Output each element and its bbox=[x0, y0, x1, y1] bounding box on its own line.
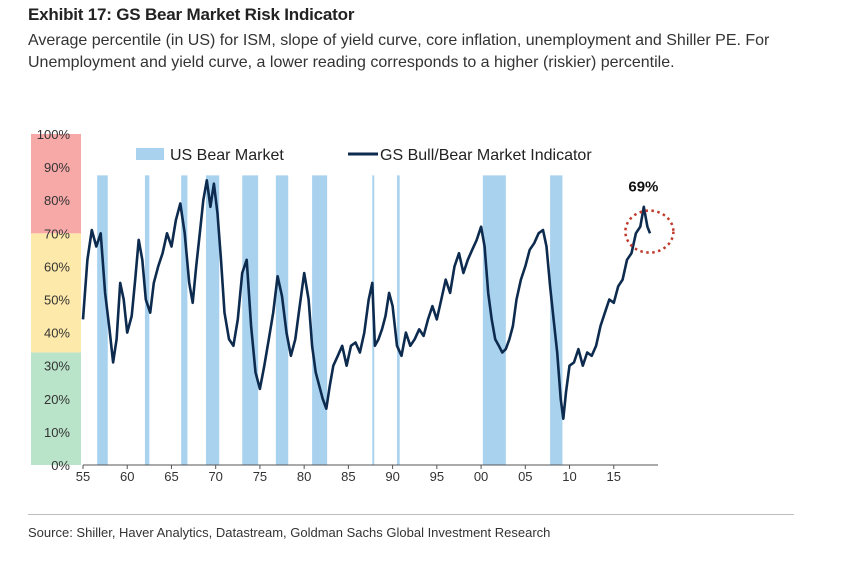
y-tick-label-6: 60% bbox=[44, 259, 70, 274]
bear-market-band-10 bbox=[550, 175, 563, 465]
x-axis: 55 60 65 70 75 80 85 90 95 00 05 10 15 bbox=[76, 464, 658, 484]
x-tick-label-10: 05 bbox=[518, 469, 532, 484]
x-tick-label-2: 65 bbox=[164, 469, 178, 484]
chart-title: Exhibit 17: GS Bear Market Risk Indicato… bbox=[28, 5, 355, 24]
x-tick-label-0: 55 bbox=[76, 469, 90, 484]
x-tick-label-6: 85 bbox=[341, 469, 355, 484]
indicator-line bbox=[81, 179, 652, 420]
legend-line-label: GS Bull/Bear Market Indicator bbox=[380, 147, 592, 164]
annotation-circle-0 bbox=[624, 209, 675, 254]
y-tick-label-7: 70% bbox=[44, 226, 70, 241]
risk-zone-1 bbox=[31, 233, 81, 353]
bear-market-band-5 bbox=[275, 175, 289, 465]
line-layer bbox=[81, 179, 652, 420]
y-tick-label-5: 50% bbox=[44, 293, 70, 308]
risk-zone-2 bbox=[31, 134, 81, 234]
legend-bear-label: US Bear Market bbox=[170, 147, 284, 164]
bear-market-band-8 bbox=[397, 175, 400, 465]
y-tick-label-4: 40% bbox=[44, 326, 70, 341]
y-tick-label-2: 20% bbox=[44, 392, 70, 407]
bear-market-band-2 bbox=[181, 175, 188, 465]
zones-layer bbox=[31, 134, 81, 465]
legend: US Bear Market GS Bull/Bear Market Indic… bbox=[136, 147, 592, 164]
bear-market-band-1 bbox=[144, 175, 150, 465]
source-note: Source: Shiller, Haver Analytics, Datast… bbox=[28, 525, 551, 540]
divider bbox=[28, 514, 794, 515]
x-tick-label-8: 95 bbox=[430, 469, 444, 484]
risk-zone-0 bbox=[31, 352, 81, 465]
x-tick-label-5: 80 bbox=[297, 469, 311, 484]
legend-bear-swatch bbox=[136, 148, 164, 160]
bear-market-band-0 bbox=[97, 175, 108, 465]
annotation-label-0: 69% bbox=[628, 179, 658, 196]
bear-market-band-9 bbox=[482, 175, 506, 465]
x-tick-label-4: 75 bbox=[253, 469, 267, 484]
y-tick-label-8: 80% bbox=[44, 193, 70, 208]
bear-market-band-6 bbox=[312, 175, 328, 465]
y-tick-label-3: 30% bbox=[44, 359, 70, 374]
y-tick-label-10: 100% bbox=[37, 127, 71, 142]
x-tick-label-9: 00 bbox=[474, 469, 488, 484]
chart-subtitle: Average percentile (in US) for ISM, slop… bbox=[28, 32, 770, 71]
y-tick-label-9: 90% bbox=[44, 160, 70, 175]
annotation-layer: 69% bbox=[624, 179, 675, 254]
chart: 0% 10% 20% 30% 40% 50% 60% 70% 80% 90% 100% 55 60 65… bbox=[31, 127, 675, 484]
bear-market-band-3 bbox=[205, 175, 220, 465]
x-tick-label-12: 15 bbox=[607, 469, 621, 484]
x-tick-label-7: 90 bbox=[385, 469, 399, 484]
x-tick-label-11: 10 bbox=[562, 469, 576, 484]
y-tick-label-1: 10% bbox=[44, 425, 70, 440]
y-tick-label-0: 0% bbox=[51, 458, 70, 473]
y-axis: 0% 10% 20% 30% 40% 50% 60% 70% 80% 90% 100% bbox=[37, 127, 71, 473]
x-tick-label-3: 70 bbox=[208, 469, 222, 484]
x-tick-label-1: 60 bbox=[120, 469, 134, 484]
